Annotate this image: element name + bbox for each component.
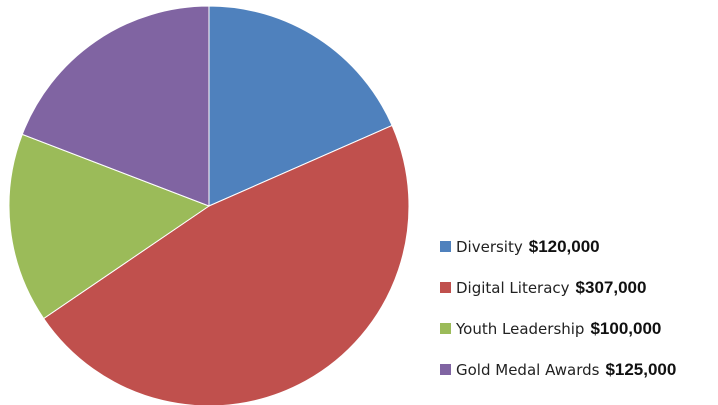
pie-slice-digital-literacy xyxy=(42,124,410,405)
legend-item-digital-literacy: Digital Literacy $307,000 xyxy=(440,267,715,308)
legend-amount-digital-literacy: $307,000 xyxy=(575,277,647,297)
pie-slice-youth-leadership xyxy=(8,133,211,320)
legend-swatch-youth-leadership xyxy=(440,323,451,334)
legend-amount-youth-leadership: $100,000 xyxy=(590,318,662,338)
legend-label-youth-leadership: Youth Leadership xyxy=(456,319,585,338)
legend-item-youth-leadership: Youth Leadership $100,000 xyxy=(440,308,715,349)
legend-amount-diversity: $120,000 xyxy=(528,236,600,256)
legend-label-gold-medal-awards: Gold Medal Awards xyxy=(456,360,600,379)
legend-item-gold-medal-awards: Gold Medal Awards $125,000 xyxy=(440,349,715,390)
legend-label-digital-literacy: Digital Literacy xyxy=(456,278,570,297)
legend: Diversity $120,000 Digital Literacy $307… xyxy=(440,226,715,390)
pie-slice-gold-medal-awards xyxy=(21,5,210,207)
legend-label-diversity: Diversity xyxy=(456,237,523,256)
legend-amount-gold-medal-awards: $125,000 xyxy=(605,359,677,379)
pie-slice-diversity xyxy=(208,5,393,207)
legend-swatch-diversity xyxy=(440,241,451,252)
legend-item-diversity: Diversity $120,000 xyxy=(440,226,715,267)
legend-swatch-digital-literacy xyxy=(440,282,451,293)
legend-swatch-gold-medal-awards xyxy=(440,364,451,375)
